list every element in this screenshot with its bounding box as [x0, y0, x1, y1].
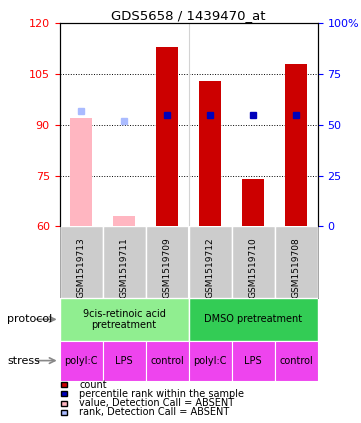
- FancyBboxPatch shape: [103, 341, 145, 381]
- Bar: [113, 216, 135, 226]
- Text: GSM1519711: GSM1519711: [119, 237, 129, 298]
- Text: GSM1519708: GSM1519708: [292, 237, 301, 298]
- FancyBboxPatch shape: [232, 341, 275, 381]
- Text: count: count: [79, 379, 107, 390]
- FancyBboxPatch shape: [275, 226, 318, 298]
- FancyBboxPatch shape: [60, 341, 103, 381]
- FancyBboxPatch shape: [60, 298, 188, 341]
- Text: GSM1519709: GSM1519709: [162, 237, 171, 298]
- Text: rank, Detection Call = ABSENT: rank, Detection Call = ABSENT: [79, 407, 230, 418]
- Bar: [70, 118, 92, 226]
- Bar: [286, 64, 307, 226]
- Text: percentile rank within the sample: percentile rank within the sample: [79, 389, 244, 399]
- Text: polyI:C: polyI:C: [64, 356, 98, 365]
- Text: GSM1519713: GSM1519713: [77, 237, 86, 298]
- Text: control: control: [150, 356, 184, 365]
- Text: LPS: LPS: [244, 356, 262, 365]
- FancyBboxPatch shape: [275, 341, 318, 381]
- Text: DMSO pretreatment: DMSO pretreatment: [204, 314, 302, 324]
- Text: 9cis-retinoic acid
pretreatment: 9cis-retinoic acid pretreatment: [83, 308, 166, 330]
- FancyBboxPatch shape: [103, 226, 145, 298]
- Bar: [156, 47, 178, 226]
- Title: GDS5658 / 1439470_at: GDS5658 / 1439470_at: [112, 9, 266, 22]
- Text: value, Detection Call = ABSENT: value, Detection Call = ABSENT: [79, 398, 235, 408]
- Text: GSM1519712: GSM1519712: [206, 237, 215, 298]
- Text: control: control: [279, 356, 313, 365]
- Bar: [242, 179, 264, 226]
- FancyBboxPatch shape: [145, 341, 188, 381]
- FancyBboxPatch shape: [188, 341, 232, 381]
- Text: LPS: LPS: [115, 356, 133, 365]
- Text: GSM1519710: GSM1519710: [249, 237, 258, 298]
- Text: protocol: protocol: [7, 314, 52, 324]
- FancyBboxPatch shape: [188, 226, 232, 298]
- FancyBboxPatch shape: [60, 226, 103, 298]
- FancyBboxPatch shape: [145, 226, 188, 298]
- Text: polyI:C: polyI:C: [193, 356, 227, 365]
- FancyBboxPatch shape: [232, 226, 275, 298]
- FancyBboxPatch shape: [188, 298, 318, 341]
- Bar: [199, 81, 221, 226]
- Text: stress: stress: [7, 356, 40, 365]
